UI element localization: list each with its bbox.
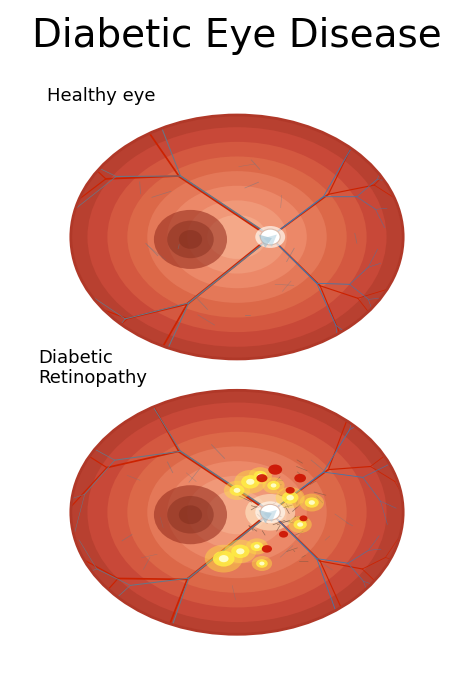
Ellipse shape <box>167 221 214 258</box>
Ellipse shape <box>249 467 272 484</box>
Ellipse shape <box>224 481 250 500</box>
Ellipse shape <box>289 516 312 533</box>
Ellipse shape <box>154 485 227 544</box>
Ellipse shape <box>265 233 275 241</box>
Ellipse shape <box>207 215 267 259</box>
Polygon shape <box>264 234 277 247</box>
Ellipse shape <box>108 417 366 607</box>
Text: Healthy eye: Healthy eye <box>47 87 155 105</box>
Ellipse shape <box>147 447 327 579</box>
Polygon shape <box>264 510 277 522</box>
Ellipse shape <box>282 491 299 504</box>
Ellipse shape <box>71 390 403 634</box>
Ellipse shape <box>207 491 267 534</box>
Polygon shape <box>259 510 272 523</box>
Ellipse shape <box>108 142 366 332</box>
Ellipse shape <box>87 403 387 622</box>
Ellipse shape <box>224 539 256 563</box>
Ellipse shape <box>259 562 264 565</box>
Ellipse shape <box>257 473 263 478</box>
Ellipse shape <box>260 505 280 520</box>
Ellipse shape <box>87 128 387 347</box>
Ellipse shape <box>254 471 267 481</box>
Ellipse shape <box>246 494 295 530</box>
Ellipse shape <box>234 470 266 493</box>
Ellipse shape <box>154 210 227 269</box>
Ellipse shape <box>286 495 294 500</box>
Ellipse shape <box>205 545 243 572</box>
Ellipse shape <box>128 157 346 318</box>
Ellipse shape <box>300 516 308 521</box>
Ellipse shape <box>297 522 303 527</box>
Ellipse shape <box>255 501 285 523</box>
Ellipse shape <box>179 230 202 249</box>
Ellipse shape <box>271 484 276 487</box>
Ellipse shape <box>187 201 287 274</box>
Ellipse shape <box>213 551 235 567</box>
Ellipse shape <box>128 432 346 592</box>
Ellipse shape <box>231 544 249 558</box>
Ellipse shape <box>293 520 307 530</box>
Ellipse shape <box>229 485 245 496</box>
Ellipse shape <box>219 555 228 562</box>
Ellipse shape <box>71 115 403 359</box>
Ellipse shape <box>252 556 272 571</box>
Text: Diabetic
Retinopathy: Diabetic Retinopathy <box>38 348 147 388</box>
Ellipse shape <box>147 171 327 302</box>
Ellipse shape <box>167 186 307 289</box>
Ellipse shape <box>167 461 307 563</box>
Ellipse shape <box>265 508 275 516</box>
Ellipse shape <box>267 481 280 490</box>
Ellipse shape <box>268 464 282 475</box>
Ellipse shape <box>187 475 287 549</box>
Ellipse shape <box>260 229 280 245</box>
Ellipse shape <box>286 487 295 493</box>
Ellipse shape <box>256 559 268 568</box>
Ellipse shape <box>294 474 306 482</box>
Polygon shape <box>259 234 272 248</box>
Ellipse shape <box>262 545 272 553</box>
Ellipse shape <box>167 496 214 533</box>
Ellipse shape <box>251 542 263 551</box>
Ellipse shape <box>246 479 255 485</box>
Ellipse shape <box>305 498 319 507</box>
Ellipse shape <box>246 538 268 555</box>
Ellipse shape <box>255 226 285 248</box>
Ellipse shape <box>263 477 284 493</box>
Ellipse shape <box>309 500 315 505</box>
Ellipse shape <box>179 505 202 524</box>
Ellipse shape <box>234 488 240 493</box>
Ellipse shape <box>241 475 259 489</box>
Text: Diabetic Eye Disease: Diabetic Eye Disease <box>32 17 442 56</box>
Ellipse shape <box>256 474 267 482</box>
Ellipse shape <box>276 487 305 508</box>
Ellipse shape <box>300 493 324 512</box>
Ellipse shape <box>279 531 288 537</box>
Ellipse shape <box>236 549 245 554</box>
Ellipse shape <box>254 544 260 549</box>
